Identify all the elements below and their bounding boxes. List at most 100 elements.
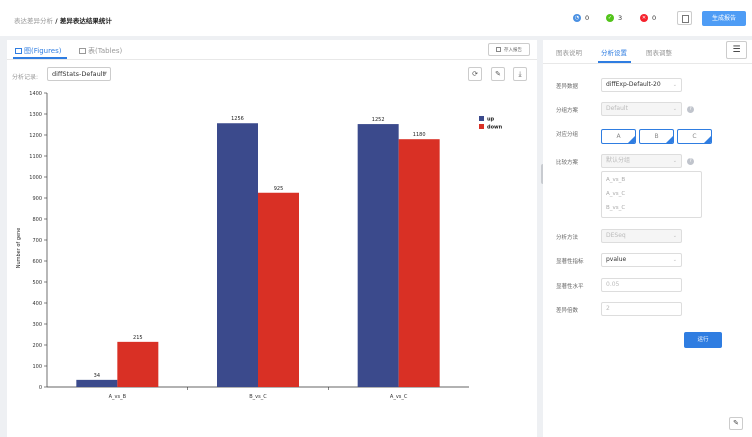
tab-divider bbox=[7, 59, 537, 60]
y-tick-label: 900 bbox=[32, 196, 42, 202]
record-select[interactable]: diffStats-Default ▼ bbox=[47, 67, 111, 81]
x-tick-label: A_vs_B bbox=[109, 394, 127, 400]
compare-placeholder: 默认分组 bbox=[606, 157, 631, 164]
compare-label: 比较方案 bbox=[556, 160, 579, 166]
compare-list: A_vs_B A_vs_C B_vs_C bbox=[601, 171, 702, 218]
record-select-value: diffStats-Default bbox=[52, 70, 106, 78]
data-label: 1256 bbox=[231, 116, 244, 122]
tab-chart-adjust[interactable]: 图表调整 bbox=[646, 49, 672, 57]
menu-icon[interactable]: ☰ bbox=[726, 41, 747, 59]
y-tick-label: 1200 bbox=[29, 133, 42, 139]
edit-note-icon[interactable]: ✎ bbox=[729, 417, 743, 430]
fold-change-input[interactable]: 2 bbox=[601, 302, 682, 316]
file-icon bbox=[496, 47, 501, 52]
tab-tables[interactable]: 表(Tables) bbox=[79, 46, 122, 56]
sig-index-value: pvalue bbox=[606, 256, 627, 263]
sig-index-select[interactable]: pvalue ⌄ bbox=[601, 253, 682, 267]
save-to-report-button[interactable]: 存入报告 bbox=[488, 43, 530, 56]
stat-running-count: 0 bbox=[585, 14, 590, 22]
y-tick-label: 600 bbox=[32, 259, 42, 265]
chevron-down-icon: ⌄ bbox=[672, 233, 677, 239]
breadcrumb-parent[interactable]: 表达差异分析 bbox=[14, 17, 53, 25]
group-b-button[interactable]: B bbox=[639, 129, 674, 144]
bar-down bbox=[398, 139, 440, 387]
y-tick-label: 1100 bbox=[29, 154, 42, 160]
method-select[interactable]: DESeq ⌄ bbox=[601, 229, 682, 243]
tab-divider bbox=[543, 63, 752, 64]
y-tick-label: 100 bbox=[32, 364, 42, 370]
group-label: 对应分组 bbox=[556, 132, 579, 138]
table-icon bbox=[79, 48, 86, 54]
list-item[interactable]: B_vs_C bbox=[606, 205, 626, 211]
diff-data-select[interactable]: diffExp-Default-20 ⌄ bbox=[601, 78, 682, 92]
data-label: 34 bbox=[94, 373, 100, 379]
active-tab-indicator bbox=[13, 57, 67, 59]
y-axis-label: Number of gene bbox=[16, 228, 22, 269]
group-scheme-select[interactable]: Default ⌄ bbox=[601, 102, 682, 116]
help-icon[interactable]: ? bbox=[687, 106, 694, 113]
breadcrumb-current: 差异表达结果统计 bbox=[59, 17, 112, 25]
document-icon[interactable] bbox=[677, 11, 692, 25]
data-label: 1252 bbox=[372, 117, 385, 123]
chevron-down-icon: ⌄ bbox=[672, 158, 677, 164]
data-label: 925 bbox=[274, 186, 284, 192]
tab-analysis-settings[interactable]: 分析设置 bbox=[601, 49, 627, 57]
close-icon: ✕ bbox=[640, 14, 648, 22]
fold-change-label: 差异倍数 bbox=[556, 308, 579, 314]
list-item[interactable]: A_vs_B bbox=[606, 177, 626, 183]
active-tab-indicator bbox=[598, 61, 631, 63]
x-tick-label: B_vs_C bbox=[249, 394, 267, 400]
stat-success-count: 3 bbox=[618, 14, 623, 22]
sig-level-input[interactable]: 0.05 bbox=[601, 278, 682, 292]
refresh-icon[interactable]: ⟳ bbox=[468, 67, 482, 81]
legend-swatch-up bbox=[479, 116, 484, 121]
tab-figures-label: 图(Figures) bbox=[24, 47, 62, 55]
stat-success: ✓ 3 bbox=[606, 14, 622, 22]
group-scheme-value: Default bbox=[606, 105, 628, 112]
edit-icon[interactable]: ✎ bbox=[491, 67, 505, 81]
tab-chart-description[interactable]: 图表说明 bbox=[556, 49, 582, 57]
generate-report-button[interactable]: 生成报告 bbox=[702, 11, 746, 26]
breadcrumb: 表达差异分析 / 差异表达结果统计 bbox=[14, 15, 112, 25]
bar-down bbox=[117, 341, 159, 387]
chevron-down-icon: ▼ bbox=[103, 71, 107, 77]
legend-label-down: down bbox=[487, 125, 503, 131]
bar-up bbox=[217, 123, 258, 388]
sig-level-label: 显著性水平 bbox=[556, 284, 584, 290]
bar-up bbox=[76, 379, 118, 387]
method-value: DESeq bbox=[606, 232, 626, 239]
tab-figures[interactable]: 图(Figures) bbox=[15, 46, 61, 56]
tab-tables-label: 表(Tables) bbox=[88, 47, 123, 55]
y-tick-label: 700 bbox=[32, 238, 42, 244]
stat-running: ◔ 0 bbox=[573, 14, 589, 22]
list-item[interactable]: A_vs_C bbox=[606, 191, 626, 197]
y-tick-label: 1300 bbox=[29, 112, 42, 118]
sig-index-label: 显著性指标 bbox=[556, 259, 584, 265]
group-c-button[interactable]: C bbox=[677, 129, 712, 144]
legend-swatch-down bbox=[479, 124, 484, 129]
y-tick-label: 800 bbox=[32, 217, 42, 223]
download-icon[interactable]: ⤓ bbox=[513, 67, 527, 81]
clock-icon: ◔ bbox=[573, 14, 581, 22]
y-tick-label: 1000 bbox=[29, 175, 42, 181]
help-icon[interactable]: ? bbox=[687, 158, 694, 165]
chevron-down-icon: ⌄ bbox=[672, 257, 677, 263]
y-tick-label: 0 bbox=[39, 385, 42, 391]
top-bar: 表达差异分析 / 差异表达结果统计 ◔ 0 ✓ 3 ✕ 0 生成报告 bbox=[0, 0, 752, 36]
chevron-down-icon: ⌄ bbox=[672, 106, 677, 112]
legend-label-up: up bbox=[487, 117, 495, 123]
y-tick-label: 400 bbox=[32, 301, 42, 307]
data-label: 1180 bbox=[413, 132, 426, 138]
stat-failed: ✕ 0 bbox=[640, 14, 656, 22]
group-a-button[interactable]: A bbox=[601, 129, 636, 144]
x-tick-label: A_vs_C bbox=[390, 394, 408, 400]
run-button[interactable]: 运行 bbox=[684, 332, 722, 348]
chevron-down-icon: ⌄ bbox=[672, 82, 677, 88]
image-icon bbox=[15, 48, 22, 54]
bar-down bbox=[258, 192, 299, 387]
check-icon: ✓ bbox=[606, 14, 614, 22]
compare-select[interactable]: 默认分组 ⌄ bbox=[601, 154, 682, 168]
data-label: 215 bbox=[133, 335, 143, 341]
figure-panel: 图(Figures) 表(Tables) 存入报告 分析记录: diffStat… bbox=[7, 40, 537, 437]
y-tick-label: 500 bbox=[32, 280, 42, 286]
